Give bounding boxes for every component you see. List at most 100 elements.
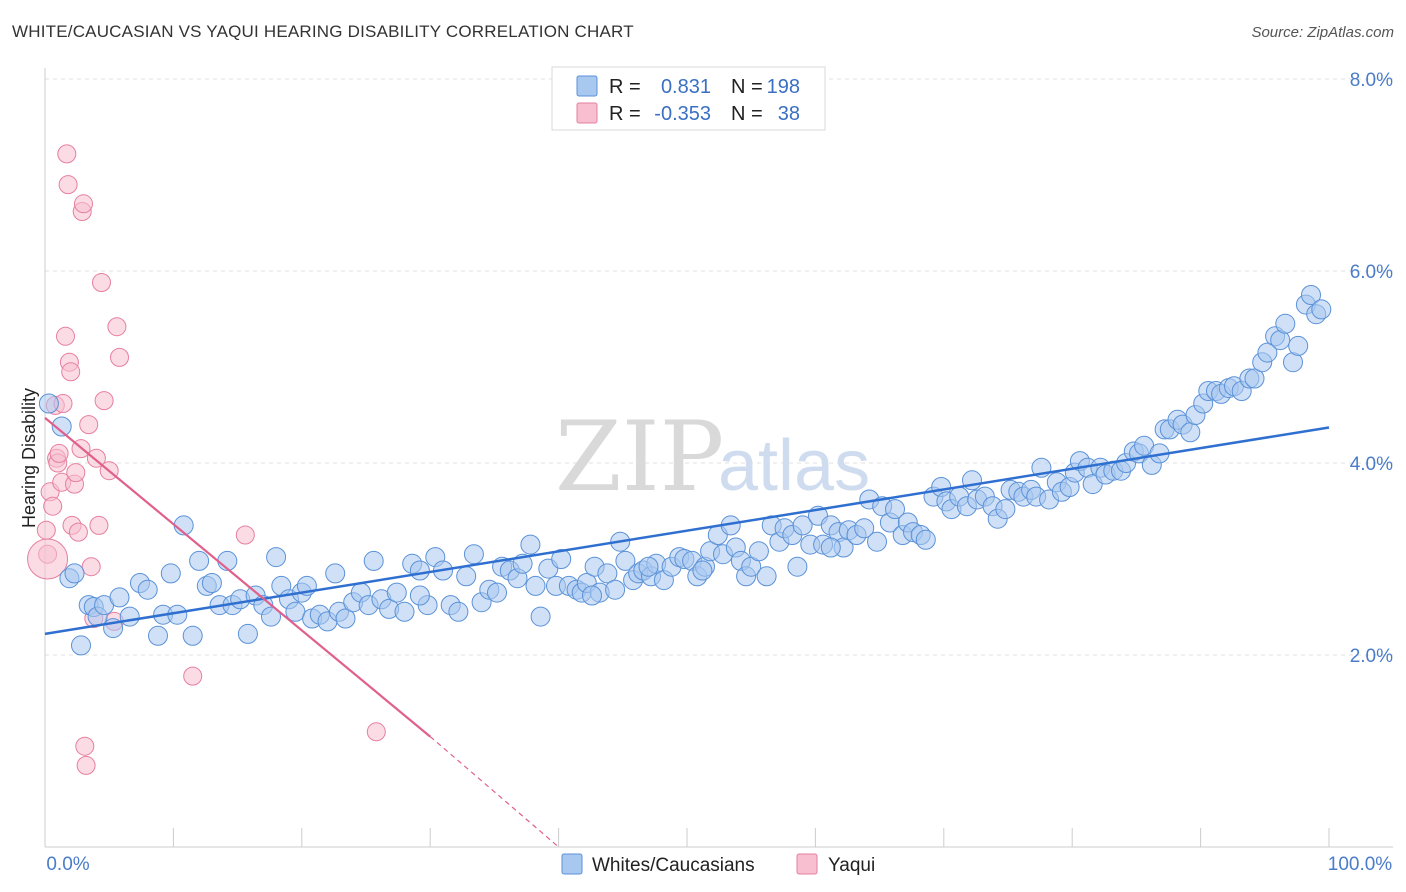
data-point [520, 534, 541, 555]
yaqui-points [27, 144, 386, 775]
data-point [363, 550, 384, 571]
data-point [89, 515, 109, 535]
bottom-legend-swatch-blue [561, 853, 583, 875]
trend-line-yaqui [44, 417, 431, 738]
data-point [448, 601, 469, 622]
data-point [394, 601, 415, 622]
data-point [463, 544, 484, 565]
data-point [86, 448, 106, 468]
data-point [366, 722, 386, 742]
data-point [335, 608, 356, 629]
trend-line-whites [44, 426, 1330, 636]
legend-swatch-blue [576, 75, 598, 97]
data-point [137, 579, 158, 600]
data-point [885, 499, 905, 520]
watermark-zip: ZIP [555, 401, 724, 513]
data-point [854, 518, 875, 539]
data-point [915, 529, 936, 550]
trend-lines [44, 417, 1330, 848]
data-point [107, 317, 127, 337]
data-point [148, 625, 168, 646]
data-point [49, 443, 69, 463]
data-point [756, 566, 777, 587]
data-point [66, 463, 86, 483]
x-tick-labels: 0.0% 100.0% [46, 854, 1392, 875]
y-tick-label: 2.0% [1350, 646, 1393, 667]
data-point [43, 496, 63, 516]
data-point [597, 563, 618, 584]
legend-r-value-2: -0.353 [654, 103, 711, 125]
legend-r-label-1: R = [609, 76, 641, 98]
x-tick-marks [44, 828, 1330, 847]
data-point [1275, 313, 1296, 334]
gridlines [45, 78, 1393, 656]
bottom-legend: Whites/Caucasians Yaqui [561, 853, 875, 876]
data-point [820, 537, 841, 558]
data-point [456, 566, 477, 587]
legend-r-label-2: R = [609, 103, 641, 125]
data-point [92, 273, 111, 292]
data-point [1288, 335, 1309, 356]
data-point [867, 531, 887, 552]
data-point [61, 362, 81, 382]
data-point [1311, 299, 1332, 320]
data-point [201, 573, 222, 593]
data-point [386, 582, 407, 603]
data-point [119, 606, 140, 627]
data-point [525, 575, 546, 596]
bottom-legend-label-pink: Yaqui [828, 855, 875, 876]
data-point [182, 625, 203, 646]
legend-swatch-pink [576, 102, 598, 124]
data-point [81, 557, 101, 577]
data-point [189, 550, 210, 571]
chart-title: WHITE/CAUCASIAN VS YAQUI HEARING DISABIL… [12, 22, 634, 41]
legend-r-value-1: 0.831 [661, 76, 711, 98]
legend-n-value-1: 198 [767, 76, 800, 98]
data-point [748, 541, 769, 562]
data-point [1244, 368, 1265, 389]
y-tick-label: 6.0% [1350, 262, 1393, 283]
data-point [76, 755, 96, 775]
legend-n-value-2: 38 [778, 103, 800, 125]
data-point [51, 416, 72, 437]
y-tick-labels: 2.0% 4.0% 6.0% 8.0% [1350, 70, 1393, 667]
data-point [71, 635, 91, 656]
watermark: ZIP atlas [555, 401, 870, 513]
data-point [582, 585, 602, 606]
data-point [409, 560, 430, 581]
data-point [266, 547, 287, 568]
data-point [237, 623, 258, 644]
data-point [27, 538, 69, 580]
data-point [57, 144, 77, 164]
data-point [605, 579, 626, 600]
data-point [261, 606, 281, 627]
data-point [692, 560, 713, 581]
data-point [615, 550, 636, 571]
data-point [1301, 285, 1321, 305]
legend-box: R = 0.831 N = 198 R = -0.353 N = 38 [551, 66, 826, 131]
data-point [409, 585, 430, 606]
data-point [36, 520, 56, 540]
data-point [325, 563, 346, 584]
data-point [94, 391, 114, 411]
watermark-atlas: atlas [718, 426, 870, 506]
bottom-legend-swatch-pink [796, 853, 818, 875]
data-point [68, 522, 88, 542]
data-point [75, 736, 95, 756]
bottom-legend-label-blue: Whites/Caucasians [592, 855, 755, 876]
data-point [487, 582, 507, 603]
data-point [530, 606, 551, 627]
data-point [109, 587, 130, 608]
data-point [79, 415, 99, 435]
y-axis-label: Hearing Disability [19, 388, 39, 528]
data-point [551, 549, 572, 569]
data-point [38, 393, 59, 414]
data-point [58, 175, 78, 195]
data-point [787, 556, 808, 577]
data-point [792, 515, 813, 536]
legend-n-label-2: N = [731, 103, 763, 125]
data-point [74, 194, 93, 214]
trend-line-yaqui-extension [429, 736, 559, 848]
data-point [183, 666, 203, 686]
